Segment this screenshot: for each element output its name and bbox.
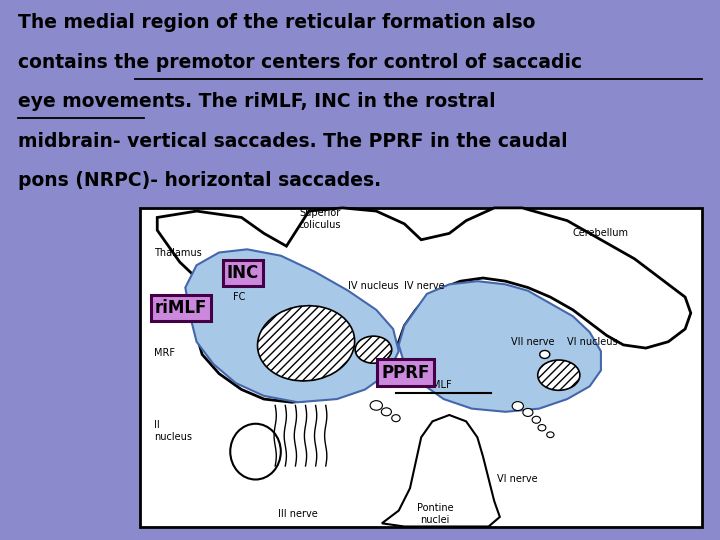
Ellipse shape <box>512 402 523 410</box>
Text: MRF: MRF <box>155 348 176 358</box>
Polygon shape <box>399 281 601 412</box>
Polygon shape <box>157 208 690 402</box>
Text: MLF: MLF <box>433 380 452 390</box>
Text: II
nucleus: II nucleus <box>155 420 192 442</box>
Ellipse shape <box>538 360 580 390</box>
Ellipse shape <box>230 424 281 480</box>
Text: FC: FC <box>233 292 246 302</box>
Text: PPRF: PPRF <box>382 363 430 382</box>
Ellipse shape <box>540 350 550 359</box>
Text: VII nerve: VII nerve <box>511 337 554 347</box>
Text: riMLF: riMLF <box>155 299 207 317</box>
Ellipse shape <box>236 274 252 286</box>
Ellipse shape <box>546 432 554 437</box>
Text: IV nucleus: IV nucleus <box>348 281 399 291</box>
Text: contains the premotor centers for control of saccadic: contains the premotor centers for contro… <box>18 53 582 72</box>
Text: Pontine
nuclei: Pontine nuclei <box>417 503 454 524</box>
FancyBboxPatch shape <box>140 208 702 526</box>
Text: VI nerve: VI nerve <box>497 474 538 484</box>
Polygon shape <box>185 249 399 402</box>
Ellipse shape <box>383 370 397 380</box>
Ellipse shape <box>370 401 382 410</box>
Ellipse shape <box>394 378 404 385</box>
Text: pons (NRPC)- horizontal saccades.: pons (NRPC)- horizontal saccades. <box>18 171 381 190</box>
Ellipse shape <box>532 416 541 423</box>
Text: III nerve: III nerve <box>278 509 318 519</box>
Polygon shape <box>382 415 500 526</box>
Text: eye movements. The riMLF, INC in the rostral: eye movements. The riMLF, INC in the ros… <box>18 92 495 111</box>
Ellipse shape <box>538 424 546 431</box>
Ellipse shape <box>392 415 400 422</box>
Text: IV nerve: IV nerve <box>405 281 445 291</box>
Text: VI nucleus: VI nucleus <box>567 337 618 347</box>
Ellipse shape <box>258 306 355 381</box>
Ellipse shape <box>523 408 533 416</box>
Text: Thalamus: Thalamus <box>155 247 202 258</box>
Text: Superior
coliculus: Superior coliculus <box>299 208 341 230</box>
Ellipse shape <box>355 336 392 363</box>
Text: Cerebellum: Cerebellum <box>573 228 629 238</box>
Text: INC: INC <box>227 264 259 282</box>
Text: The medial region of the reticular formation also: The medial region of the reticular forma… <box>18 14 536 32</box>
Text: midbrain- vertical saccades. The PPRF in the caudal: midbrain- vertical saccades. The PPRF in… <box>18 132 567 151</box>
Ellipse shape <box>382 408 392 416</box>
